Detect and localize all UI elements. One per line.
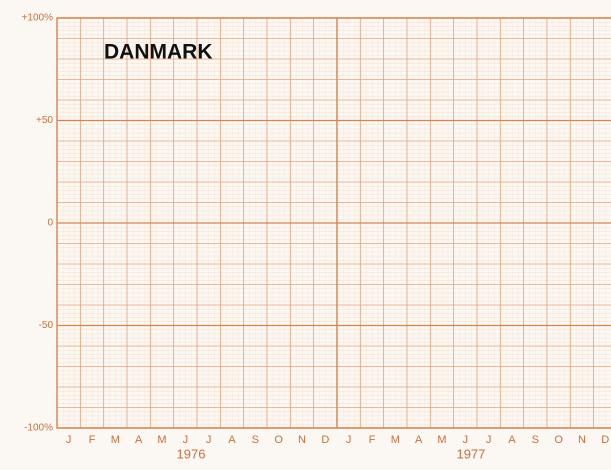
y-tick-label: +50 [36,115,53,126]
x-tick-label: M [157,434,166,446]
y-tick-label: +100% [22,13,54,24]
x-tick-label: A [508,434,516,446]
x-tick-label: J [463,434,469,446]
x-tick-label: M [111,434,120,446]
x-tick-label: M [437,434,446,446]
x-tick-label: A [228,434,236,446]
y-tick-label: 0 [47,218,53,229]
x-tick-label: M [391,434,400,446]
x-tick-label: S [532,434,539,446]
x-tick-label: J [486,434,492,446]
x-tick-label: S [252,434,259,446]
x-tick-label: F [369,434,376,446]
year-label: 1976 [177,446,206,461]
chart-title: DANMARK [104,41,213,64]
x-tick-label: D [321,434,329,446]
year-label: 1977 [456,446,485,461]
x-tick-label: O [554,434,563,446]
x-tick-label: O [274,434,283,446]
x-tick-label: J [206,434,212,446]
plot [56,17,611,429]
y-tick-label: -100% [24,423,53,434]
x-tick-label: N [578,434,586,446]
x-tick-label: F [89,434,96,446]
x-tick-label: N [298,434,306,446]
x-tick-label: D [601,434,609,446]
x-tick-label: J [183,434,189,446]
x-tick-label: J [66,434,72,446]
x-tick-label: A [135,434,143,446]
x-tick-label: A [415,434,423,446]
x-tick-label: J [346,434,352,446]
y-tick-label: -50 [39,320,54,331]
plot-frame [56,17,611,429]
